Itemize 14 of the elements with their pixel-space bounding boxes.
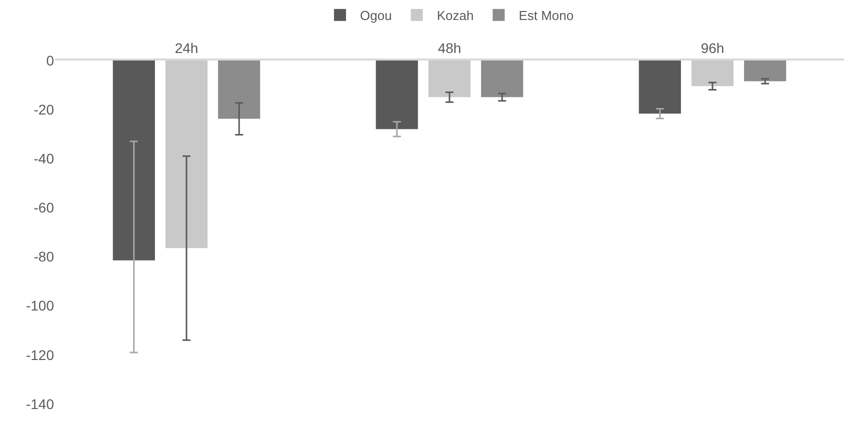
y-tick-label: -100 xyxy=(26,298,54,314)
y-tick-label: -120 xyxy=(26,346,54,363)
legend-label: Est Mono xyxy=(518,8,574,24)
y-tick-label: -60 xyxy=(34,200,54,216)
y-tick-label: -140 xyxy=(26,396,54,412)
y-tick-label: -40 xyxy=(34,150,54,166)
x-tick-label: 96h xyxy=(700,40,724,56)
y-tick-label: -80 xyxy=(34,248,54,265)
x-tick-label: 48h xyxy=(438,40,462,56)
legend-label: Ogou xyxy=(360,8,392,24)
y-tick-label: -20 xyxy=(34,101,54,118)
legend-label: Kozah xyxy=(436,8,474,24)
y-tick-label: 0 xyxy=(46,52,54,68)
x-tick-label: 24h xyxy=(174,40,198,56)
